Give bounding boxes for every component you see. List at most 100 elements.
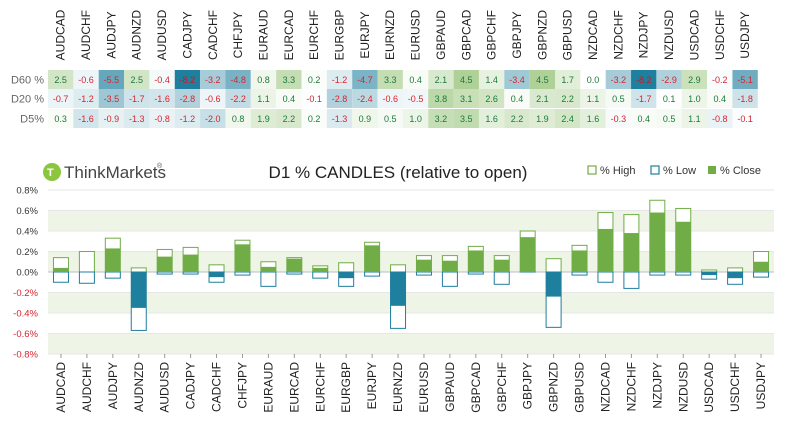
heatmap-cell [478,89,505,108]
x-tick-label-euraud: EURAUD [261,362,275,413]
heatmap-cell-value: 0.4 [409,75,422,85]
heatmap-cell-value: 0.0 [587,75,600,85]
heatmap-cell [656,70,682,89]
x-tick-label-gbpaud: GBPAUD [443,362,457,412]
heatmap-cell [453,70,479,89]
heatmap-cell-value: -1.3 [332,114,348,124]
heatmap-cell [529,109,555,128]
heatmap-cell-value: -2.2 [230,94,246,104]
high-range-box [545,258,562,273]
heatmap-cell [352,89,378,108]
heatmap-cell-value: 0.2 [308,75,321,85]
heatmap-cell [656,89,682,108]
heatmap-symbol-audusd: AUDUSD [155,9,169,60]
candle-gbpchf [493,255,510,285]
low-range-box [467,271,484,275]
heatmap-symbol-eurchf: EURCHF [307,10,321,60]
low-range-box [675,271,692,276]
x-tick-label-audnzd: AUDNZD [132,362,146,412]
x-tick-label-eurusd: EURUSD [417,362,431,413]
heatmap-cell [326,70,353,89]
close-bar [105,248,121,272]
legend-high-swatch [587,165,597,175]
x-tick-label-eurgbp: EURGBP [339,362,353,413]
candle-nzdchf [623,214,640,289]
x-tick-label-usdcad: USDCAD [702,362,716,413]
heatmap-cell-value: 4.5 [536,75,549,85]
close-bar [416,259,432,272]
heatmap-symbol-headers: AUDCAD AUDCHF AUDJPY AUDNZD AUDUSD CADJPY CADC… [54,9,752,60]
close-bar [623,233,639,272]
logo-mark-letter: T [47,167,54,179]
heatmap-cell [225,89,251,108]
heatmap-cell [605,70,632,89]
heatmap-cell-value: -1.6 [154,94,170,104]
heatmap-cell [301,109,327,128]
heatmap-cell [149,109,175,128]
heatmap-symbol-audjpy: AUDJPY [104,11,118,58]
heatmap-symbol-eurnzd: EURNZD [383,10,397,60]
heatmap-cell-value: -2.8 [332,94,348,104]
heatmap-cell [98,109,125,128]
heatmap-cell-value: -2.8 [180,94,196,104]
candle-audcad [52,257,69,283]
heatmap-cell [681,89,708,108]
chart-title: D1 % CANDLES (relative to open) [269,163,528,182]
heatmap-cell [402,109,429,128]
x-tick-label-nzdusd: NZDUSD [676,362,690,412]
heatmap-cell [580,70,606,89]
heatmap-cell-value: 3.5 [460,114,473,124]
heatmap-symbol-gbpnzd: GBPNZD [535,10,549,60]
x-tick-label-nzdcad: NZDCAD [598,362,612,412]
heatmap-cell-value: -1.7 [129,94,145,104]
heatmap-cell-value: -1.6 [78,114,94,124]
chart-y-tick-label: -0.2% [13,288,38,299]
chart-candles [52,199,770,331]
heatmap-cell [225,109,251,128]
legend-low-swatch [650,165,660,175]
heatmap-cell-value: -1.2 [78,94,94,104]
candle-audusd [156,248,173,275]
heatmap-symbol-cadchf: CADCHF [206,10,220,60]
close-bar [234,244,250,272]
chart-y-tick-label: 0.4% [16,227,38,238]
heatmap-symbol-gbpaud: GBPAUD [434,10,448,60]
chart-band [48,333,774,354]
close-bar [572,250,588,272]
close-bar [157,256,173,272]
low-range-box [597,271,614,283]
chart-x-ticks: AUDCAD AUDCHF AUDJPY AUDNZD AUDUSD CADJPY CADC… [54,354,768,413]
low-range-box [312,271,329,279]
heatmap-cell [352,70,378,89]
heatmap-cell-value: 1.6 [587,114,600,124]
heatmap-cell [707,70,733,89]
heatmap-cell-value: 2.1 [536,94,549,104]
candle-audchf [78,251,95,284]
heatmap-symbol-eurcad: EURCAD [282,9,296,60]
heatmap-cell [732,70,758,89]
heatmap-cell [174,109,201,128]
low-range-box [753,271,770,278]
low-range-box [104,271,121,279]
heatmap-cell [555,89,581,108]
high-range-box [130,267,147,273]
x-tick-label-cadchf: CADCHF [210,362,224,412]
heatmap-cell-value: -0.1 [737,114,753,124]
heatmap-cell [453,89,479,108]
heatmap-cell [326,89,353,108]
heatmap-cell [504,89,530,108]
heatmap-cell [428,89,454,108]
heatmap-cell [124,89,150,108]
low-range-box [364,271,381,277]
heatmap-cell-value: 2.4 [561,114,574,124]
heatmap-cell [631,109,657,128]
heatmap-cell-value: -1.2 [180,114,196,124]
heatmap-cell [428,70,454,89]
heatmap-row-label: D20 % [11,94,44,106]
heatmap-cell [48,109,74,128]
heatmap-cell-value: 2.2 [283,114,296,124]
candle-eurcad [286,257,303,275]
heatmap-cell-value: -0.3 [611,114,627,124]
heatmap-cell [681,70,708,89]
